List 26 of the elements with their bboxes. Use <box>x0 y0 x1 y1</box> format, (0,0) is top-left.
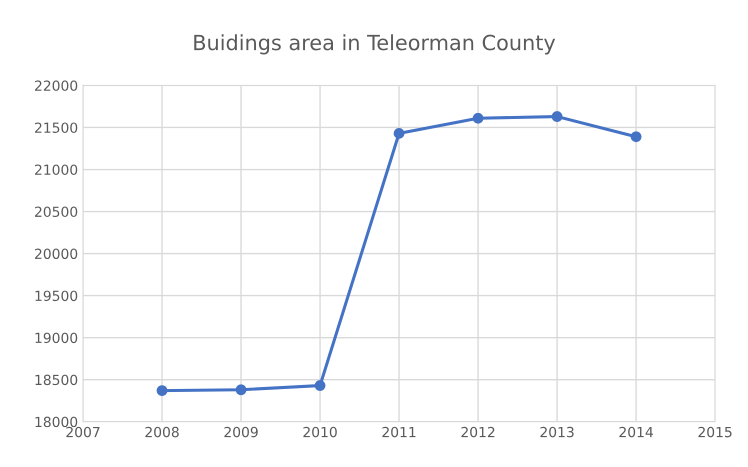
x-tick-label: 2013 <box>540 426 574 438</box>
y-tick-label: 20000 <box>35 248 78 260</box>
point <box>472 112 484 124</box>
x-tick-label: 2012 <box>461 426 494 438</box>
x-tick-label: 2007 <box>66 426 100 438</box>
point <box>156 385 168 396</box>
x-tick-label: 2009 <box>224 426 258 438</box>
x-tick-label: 2015 <box>698 426 732 438</box>
point <box>552 111 562 122</box>
point <box>394 128 404 139</box>
y-tick-label: 21000 <box>35 164 78 175</box>
x-tick-label: 2010 <box>303 426 337 438</box>
x-tick-label: 2011 <box>382 426 416 438</box>
y-tick-label: 19000 <box>36 332 78 344</box>
point <box>236 384 246 396</box>
y-tick-label: 19500 <box>36 290 78 302</box>
y-tick-label: 21500 <box>35 122 78 133</box>
y-tick-label: 22000 <box>35 80 78 91</box>
y-tick-label: 18500 <box>36 374 78 386</box>
y-tick-label: 20500 <box>35 206 78 218</box>
x-tick-label: 2008 <box>145 426 179 438</box>
y-tick-label: 18000 <box>36 416 78 428</box>
x-tick-label: 2014 <box>619 426 653 438</box>
point <box>630 131 642 142</box>
chart-title: Buidings area in Teleorman County <box>194 34 556 54</box>
point <box>314 380 326 391</box>
